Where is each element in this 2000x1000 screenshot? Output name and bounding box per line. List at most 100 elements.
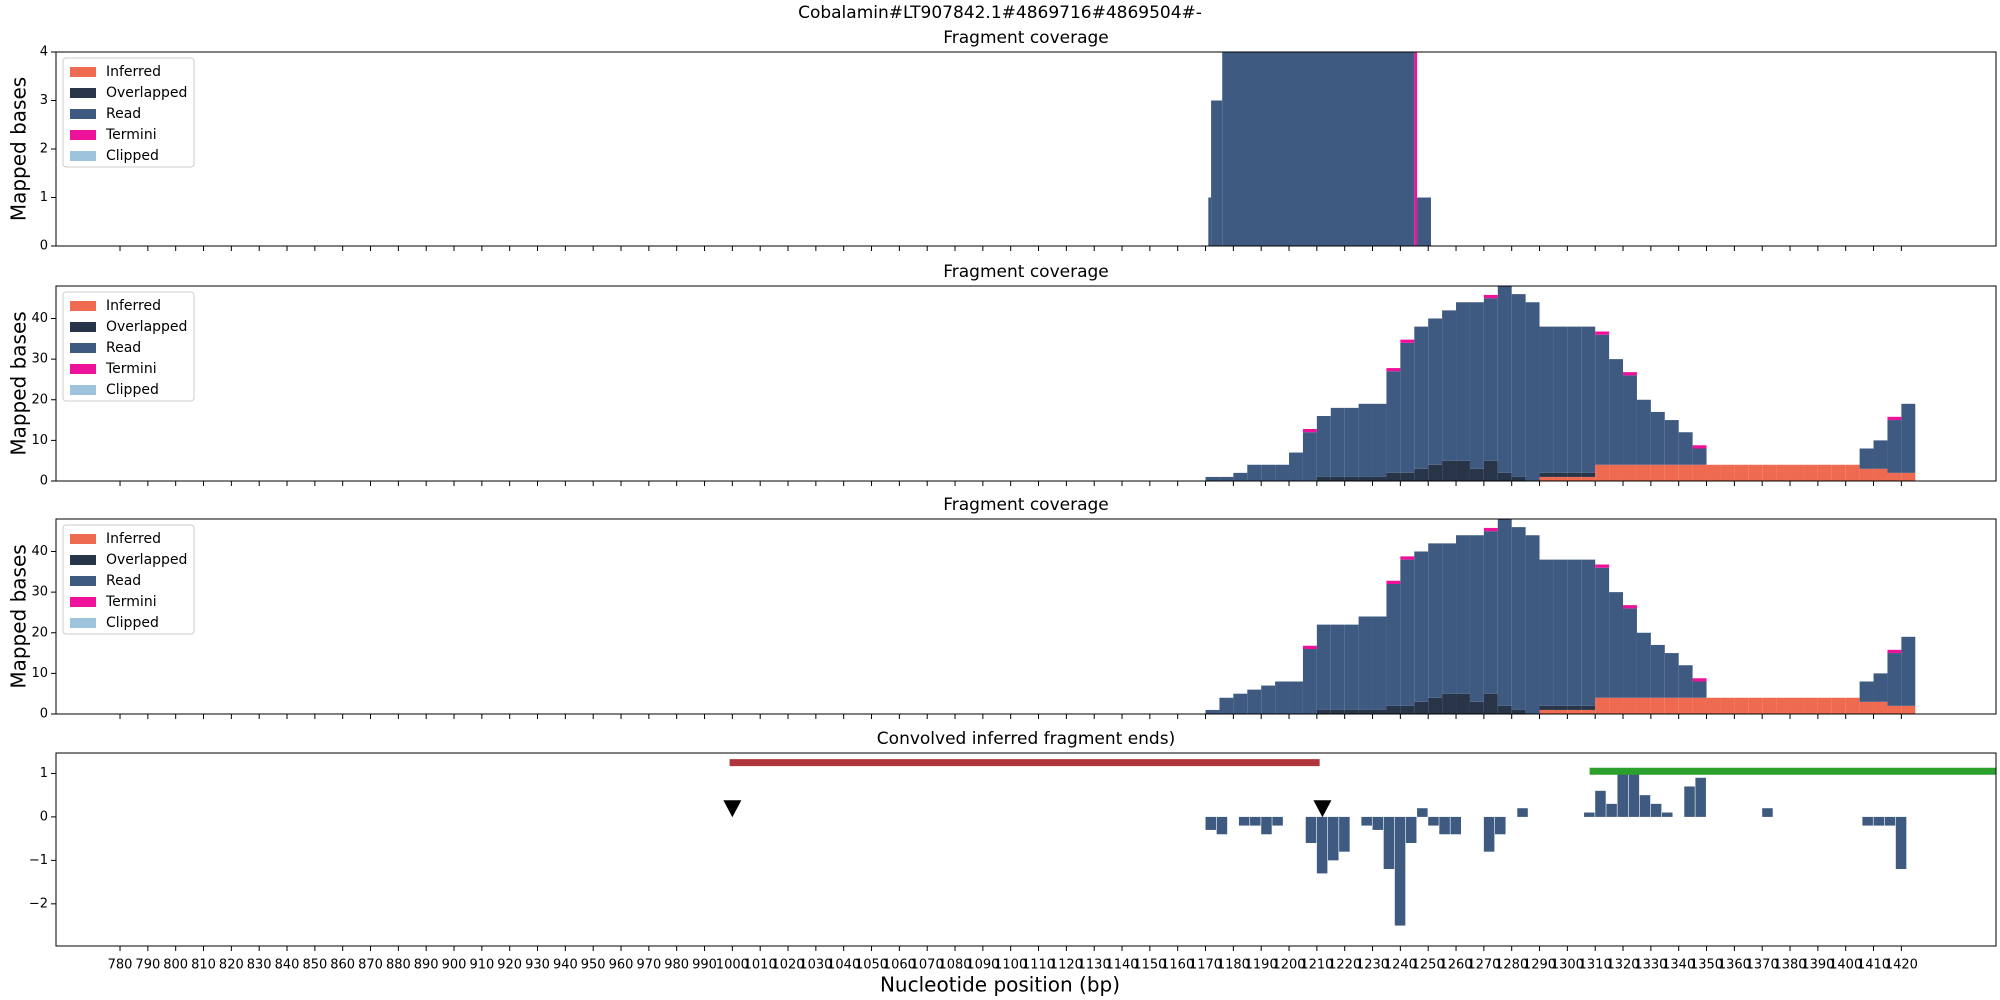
x-tick-label: 840	[275, 958, 300, 973]
legend-label: Inferred	[106, 298, 161, 314]
plot-area	[1205, 519, 1916, 714]
panel-title: Fragment coverage	[943, 262, 1109, 282]
x-axis-label: Nucleotide position (bp)	[880, 973, 1120, 997]
bar-segment	[1400, 705, 1415, 714]
x-tick-label: 1090	[966, 958, 999, 973]
legend-label: Read	[106, 573, 141, 589]
bar-segment	[1720, 697, 1735, 714]
legend-label: Termini	[105, 361, 157, 377]
bar-segment	[1859, 681, 1874, 702]
x-tick-label: 820	[219, 958, 244, 973]
y-axis-label: Mapped bases	[7, 311, 31, 455]
bar-segment	[1776, 464, 1791, 481]
bar-segment	[1302, 429, 1317, 433]
bar-segment	[1567, 709, 1582, 714]
bar	[1762, 808, 1773, 817]
bar-segment	[1567, 472, 1582, 477]
x-tick-label: 1400	[1829, 958, 1862, 973]
bar-segment	[1650, 411, 1665, 465]
bar-segment	[1456, 302, 1470, 461]
bar-segment	[1344, 476, 1359, 481]
bar-segment	[1831, 697, 1846, 714]
bar-segment	[1511, 709, 1526, 714]
marker	[723, 800, 742, 818]
x-tick-label: 1160	[1161, 958, 1194, 973]
bar	[1684, 786, 1695, 817]
legend-swatch	[70, 109, 96, 119]
bar-segment	[1386, 472, 1401, 481]
bar-segment	[1247, 464, 1262, 481]
x-tick-label: 1130	[1078, 958, 1111, 973]
legend-label: Read	[106, 106, 141, 122]
bar-segment	[1650, 464, 1665, 481]
bar-segment	[1400, 472, 1415, 481]
legend-label: Termini	[105, 594, 157, 610]
bar-segment	[1595, 331, 1610, 335]
bar-segment	[1623, 697, 1637, 714]
bar-segment	[1595, 464, 1610, 481]
bar-segment	[1692, 464, 1707, 481]
bar-segment	[1442, 310, 1457, 461]
bar	[1383, 816, 1395, 870]
bar-segment	[1511, 294, 1526, 477]
bar-segment	[1553, 559, 1568, 706]
bar-segment	[1887, 416, 1902, 421]
bar-segment	[1692, 681, 1707, 698]
bar	[1417, 808, 1428, 817]
bar-segment	[1650, 697, 1665, 714]
bar	[1494, 816, 1506, 835]
bar	[1405, 816, 1417, 843]
bar-segment	[1222, 52, 1415, 246]
bar-segment	[1525, 302, 1540, 481]
x-tick-label: 1320	[1606, 958, 1639, 973]
bar-segment	[1261, 464, 1276, 481]
bar-segment	[1678, 464, 1693, 481]
bar-segment	[1442, 460, 1457, 481]
panel-title: Fragment coverage	[943, 495, 1109, 515]
bar-segment	[1873, 701, 1888, 714]
bar-segment	[1372, 476, 1387, 481]
x-tick-label: 880	[386, 958, 411, 973]
legend-swatch	[70, 343, 96, 353]
y-tick-label: 40	[31, 311, 48, 326]
bar	[1238, 816, 1250, 826]
x-tick-label: 1190	[1245, 958, 1278, 973]
bar-segment	[1497, 705, 1512, 714]
legend-label: Clipped	[106, 615, 159, 631]
bar-segment	[1859, 701, 1874, 714]
bar-segment	[1539, 559, 1554, 706]
x-tick-label: 1380	[1773, 958, 1806, 973]
bar-segment	[1417, 197, 1431, 246]
bar-segment	[1358, 403, 1373, 477]
bar	[1884, 816, 1896, 826]
y-tick-label: −1	[29, 853, 48, 868]
y-tick-label: 20	[31, 625, 48, 640]
bar-segment	[1678, 697, 1693, 714]
bar-segment	[1901, 705, 1916, 714]
legend-swatch	[70, 534, 96, 544]
bar-segment	[1344, 407, 1359, 477]
x-tick-label: 1360	[1718, 958, 1751, 973]
legend: Inferred Overlapped Read Termini Clipped	[62, 524, 195, 635]
bar-segment	[1859, 468, 1874, 481]
bar-segment	[1205, 709, 1220, 714]
legend: Inferred Overlapped Read Termini Clipped	[62, 57, 195, 168]
bar-segment	[1678, 665, 1693, 698]
plot-frame	[55, 285, 1997, 482]
bar-segment	[1469, 468, 1484, 481]
bar-segment	[1483, 527, 1498, 532]
bar-segment	[1567, 559, 1582, 706]
legend-label: Termini	[105, 127, 157, 143]
bar-segment	[1595, 697, 1610, 714]
bar-segment	[1414, 326, 1429, 469]
x-tick-label: 1240	[1384, 958, 1417, 973]
bar	[1873, 816, 1885, 826]
x-tick-label: 1420	[1885, 958, 1918, 973]
bar-segment	[1539, 476, 1554, 481]
bar-segment	[1609, 359, 1624, 465]
x-tick-label: 1330	[1634, 958, 1667, 973]
bar-segment	[1483, 693, 1498, 714]
bar-segment	[1211, 100, 1223, 246]
bar-segment	[1302, 432, 1317, 481]
bar-segment	[1623, 375, 1637, 465]
